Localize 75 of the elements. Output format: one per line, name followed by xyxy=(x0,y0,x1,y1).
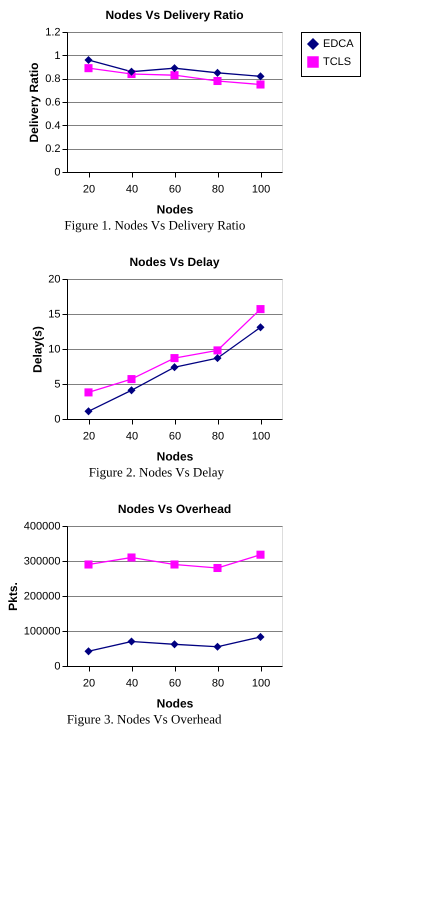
x-axis-title: Nodes xyxy=(156,696,194,710)
x-tick-label: 100 xyxy=(252,430,270,442)
y-tick-label: 0 xyxy=(54,166,60,178)
y-tick-label: 0.6 xyxy=(45,96,60,108)
y-tick-label: 5 xyxy=(54,378,60,390)
caption: Figure 3. Nodes Vs Overhead xyxy=(66,712,222,726)
y-axis-title: Delay(s) xyxy=(30,326,44,373)
point xyxy=(127,637,136,646)
x-tick-label: 40 xyxy=(126,430,138,442)
y-tick-label: 0.4 xyxy=(45,120,60,132)
point xyxy=(84,647,93,656)
point xyxy=(170,560,179,569)
point xyxy=(213,642,222,651)
point xyxy=(127,386,136,394)
x-tick-label: 60 xyxy=(168,184,182,196)
x-tick-label: 60 xyxy=(168,430,182,442)
y-axis-title: Pkts. xyxy=(6,582,20,611)
point xyxy=(213,354,222,362)
caption: Figure 2. Nodes Vs Delay xyxy=(88,464,224,480)
y-tick-label: 1 xyxy=(54,50,60,62)
point xyxy=(170,64,179,72)
point xyxy=(170,640,179,648)
point xyxy=(127,553,136,562)
x-tick-label: 20 xyxy=(82,184,96,196)
y-tick-label: 0 xyxy=(54,414,60,426)
point xyxy=(84,560,93,569)
point xyxy=(213,76,222,86)
y-tick-label: 1.2 xyxy=(45,26,60,38)
point xyxy=(170,71,179,80)
point xyxy=(256,632,265,641)
y-tick-label: 20 xyxy=(48,274,60,286)
y-axis-title: Delivery Ratio xyxy=(27,62,42,143)
chart-title: Nodes Vs Delivery Ratio xyxy=(105,8,244,22)
point xyxy=(84,64,93,72)
point xyxy=(170,354,179,362)
x-tick-label: 80 xyxy=(212,184,224,196)
caption: Figure 1. Nodes Vs Delivery Ratio xyxy=(64,218,246,232)
point xyxy=(84,407,93,416)
point xyxy=(256,550,265,559)
point xyxy=(213,68,222,77)
point xyxy=(213,564,222,572)
point xyxy=(256,323,265,332)
x-tick-label: 40 xyxy=(126,678,138,690)
y-tick-label: 0.2 xyxy=(45,143,60,156)
point xyxy=(127,375,136,384)
y-tick-label: 0 xyxy=(54,660,60,672)
y-tick-label: 10 xyxy=(48,344,60,356)
x-tick-label: 100 xyxy=(252,678,270,690)
point xyxy=(84,56,93,64)
x-tick-label: 20 xyxy=(82,430,96,442)
point xyxy=(256,305,265,314)
y-tick-label: 0.8 xyxy=(45,73,60,86)
y-tick-label: 300000 xyxy=(24,556,60,568)
x-axis-title: Nodes xyxy=(156,450,194,464)
point xyxy=(170,363,179,372)
x-tick-label: 80 xyxy=(212,678,224,690)
chart-title: Nodes Vs Overhead xyxy=(118,502,232,516)
point xyxy=(213,346,222,354)
x-axis-title: Nodes xyxy=(156,202,194,216)
y-tick-label: 400000 xyxy=(24,520,60,532)
y-tick-label: 15 xyxy=(48,308,60,320)
x-tick-label: 100 xyxy=(252,184,270,196)
point xyxy=(84,388,93,396)
legend-label: TCLS xyxy=(323,56,352,68)
point xyxy=(256,72,265,80)
legend-label: EDCA xyxy=(323,38,354,50)
y-tick-label: 200000 xyxy=(24,590,60,602)
x-tick-label: 40 xyxy=(126,184,138,196)
x-tick-label: 60 xyxy=(168,678,182,690)
point xyxy=(127,68,136,76)
point xyxy=(256,80,265,89)
x-tick-label: 80 xyxy=(212,430,224,442)
chart-title: Nodes Vs Delay xyxy=(129,255,220,269)
x-tick-label: 20 xyxy=(82,678,96,690)
y-tick-label: 100000 xyxy=(24,626,60,638)
